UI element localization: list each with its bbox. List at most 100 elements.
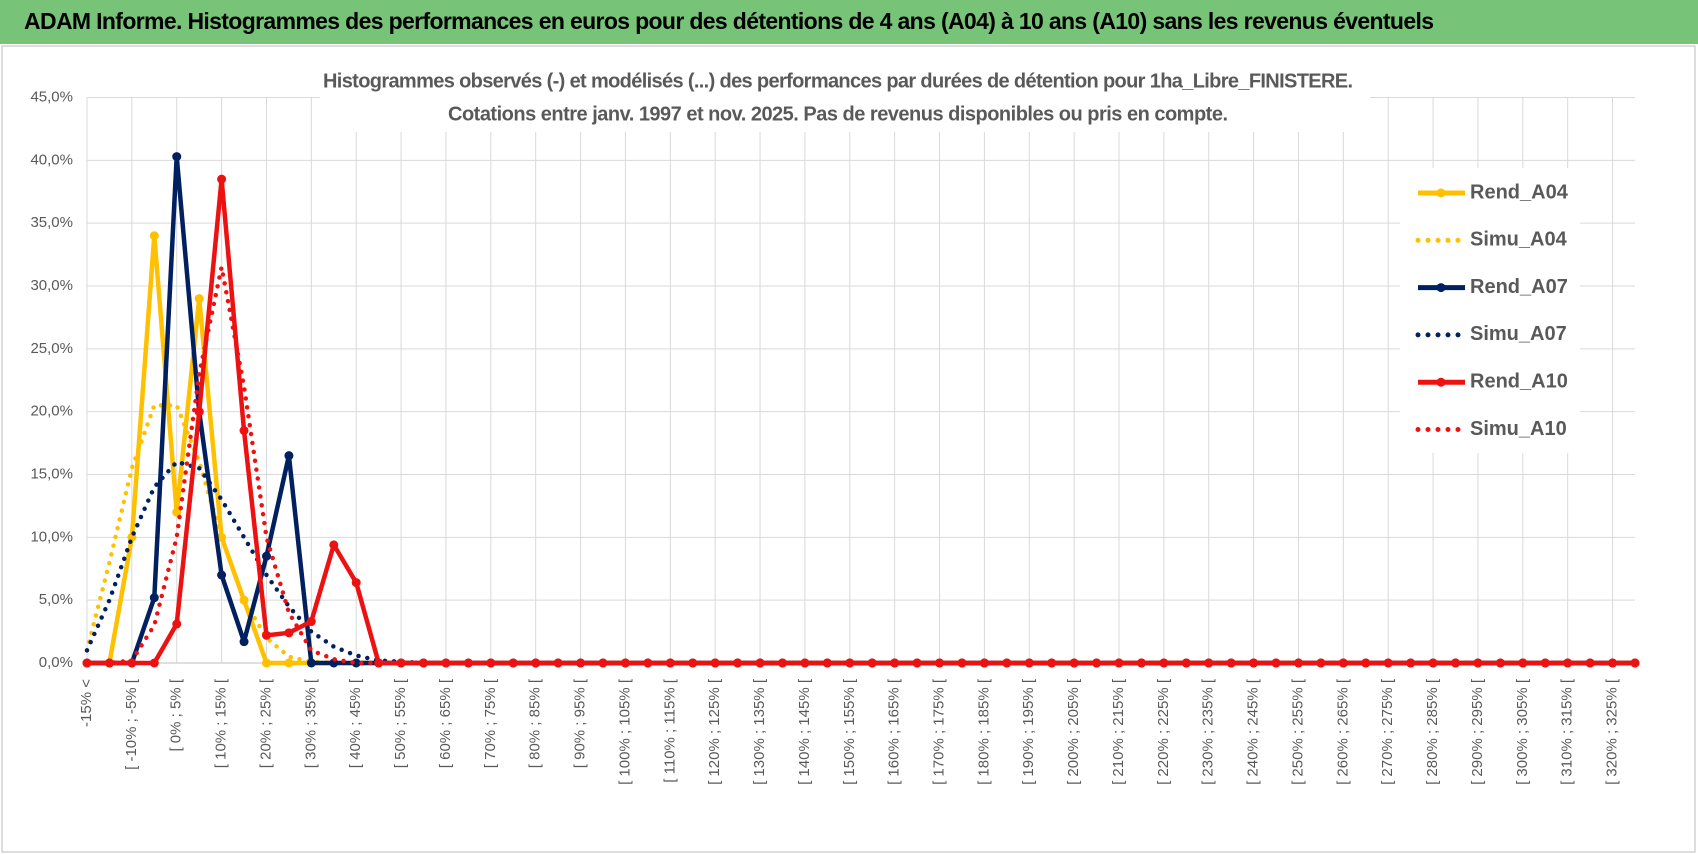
marker [531, 658, 541, 668]
legend-marker [1436, 377, 1446, 387]
marker [284, 451, 294, 461]
x-tick-label: [ 160% ; 165% [ [886, 678, 903, 785]
x-tick-label: [ 310% ; 315% [ [1559, 678, 1576, 785]
marker [1406, 658, 1416, 668]
x-tick-label: [ 60% ; 65% [ [437, 678, 454, 768]
legend-box [1400, 168, 1580, 453]
legend-label: Rend_A04 [1470, 181, 1569, 203]
x-tick-label: [ 80% ; 85% [ [527, 678, 544, 768]
x-tick-label: [ 30% ; 35% [ [302, 678, 319, 768]
y-tick-label: 30,0% [30, 277, 73, 294]
chart-frame [1, 45, 1696, 853]
x-tick-label: [ 280% ; 285% [ [1424, 678, 1441, 785]
y-tick-label: 0,0% [39, 654, 73, 671]
x-tick-label: [ 230% ; 235% [ [1200, 678, 1217, 785]
legend-marker [1436, 188, 1446, 198]
x-tick-label: [ 10% ; 15% [ [213, 678, 230, 768]
y-tick-label: 15,0% [30, 465, 73, 482]
x-tick-label: [ 170% ; 175% [ [930, 678, 947, 785]
marker [1316, 658, 1326, 668]
marker [172, 619, 182, 629]
marker [1002, 658, 1012, 668]
x-tick-label: [ 90% ; 95% [ [572, 678, 589, 768]
marker [1361, 658, 1371, 668]
x-tick-label: [ 100% ; 105% [ [616, 678, 633, 785]
x-tick-label: [ 320% ; 325% [ [1604, 678, 1621, 785]
marker [351, 578, 361, 588]
marker [284, 658, 294, 668]
marker [217, 570, 227, 580]
marker [957, 658, 967, 668]
marker [845, 658, 855, 668]
y-tick-label: 40,0% [30, 151, 73, 168]
marker [620, 658, 630, 668]
x-tick-label: [ 150% ; 155% [ [841, 678, 858, 785]
x-tick-label: [ 50% ; 55% [ [392, 678, 409, 768]
marker [172, 152, 182, 162]
marker [306, 617, 316, 627]
y-tick-label: 5,0% [39, 591, 73, 608]
marker [486, 658, 496, 668]
marker [217, 174, 227, 184]
x-tick-label: [ 140% ; 145% [ [796, 678, 813, 785]
marker [261, 658, 271, 668]
marker [1271, 658, 1281, 668]
header-title: ADAM Informe. Histogrammes des performan… [24, 8, 1434, 34]
x-tick-label: [ 180% ; 185% [ [975, 678, 992, 785]
x-tick-label: [ 220% ; 225% [ [1155, 678, 1172, 785]
marker [710, 658, 720, 668]
marker [441, 658, 451, 668]
marker [1585, 658, 1595, 668]
title-backdrop [320, 66, 1370, 132]
x-tick-label: [ 130% ; 135% [ [751, 678, 768, 785]
marker [194, 294, 204, 304]
marker [261, 551, 271, 561]
x-tick-label: [ 120% ; 125% [ [706, 678, 723, 785]
marker [239, 637, 249, 647]
y-tick-label: 10,0% [30, 528, 73, 545]
marker [1630, 658, 1640, 668]
marker [1451, 658, 1461, 668]
y-tick-label: 45,0% [30, 88, 73, 105]
marker [329, 540, 339, 550]
x-tick-label: [ 260% ; 265% [ [1334, 678, 1351, 785]
x-tick-label: [ 240% ; 245% [ [1245, 678, 1262, 785]
marker [576, 658, 586, 668]
marker [1136, 658, 1146, 668]
series-line [84, 264, 1638, 666]
x-tick-label: [ 190% ; 195% [ [1020, 678, 1037, 785]
header-bar [0, 0, 1698, 44]
chart-subtitle: Cotations entre janv. 1997 et nov. 2025.… [448, 103, 1228, 125]
marker [665, 658, 675, 668]
legend-label: Simu_A10 [1470, 418, 1567, 440]
x-tick-label: [ 40% ; 45% [ [347, 678, 364, 768]
marker [284, 628, 294, 638]
marker [1226, 658, 1236, 668]
marker [149, 658, 159, 668]
marker [194, 407, 204, 417]
x-tick-label: [ 70% ; 75% [ [482, 678, 499, 768]
legend-label: Rend_A10 [1470, 370, 1568, 392]
legend-label: Rend_A07 [1470, 276, 1568, 298]
x-tick-label: [ 200% ; 205% [ [1065, 678, 1082, 785]
y-tick-label: 20,0% [30, 403, 73, 420]
marker [1047, 658, 1057, 668]
x-tick-label: [ 110% ; 115% [ [661, 678, 678, 783]
marker [127, 658, 137, 668]
marker [1181, 658, 1191, 668]
marker [149, 231, 159, 241]
marker [306, 658, 316, 668]
legend-label: Simu_A04 [1470, 229, 1568, 251]
x-tick-label: [ 250% ; 255% [ [1289, 678, 1306, 785]
marker [172, 507, 182, 517]
marker [1540, 658, 1550, 668]
x-tick-label: [ 210% ; 215% [ [1110, 678, 1127, 785]
marker [1495, 658, 1505, 668]
x-tick-label: [ -10% ; -5% [ [123, 678, 140, 770]
marker [149, 593, 159, 603]
x-tick-label: [ 290% ; 295% [ [1469, 678, 1486, 785]
legend-marker [1436, 283, 1446, 293]
x-tick-label: [ 20% ; 25% [ [257, 678, 274, 768]
x-tick-label: -15% < [78, 679, 95, 727]
